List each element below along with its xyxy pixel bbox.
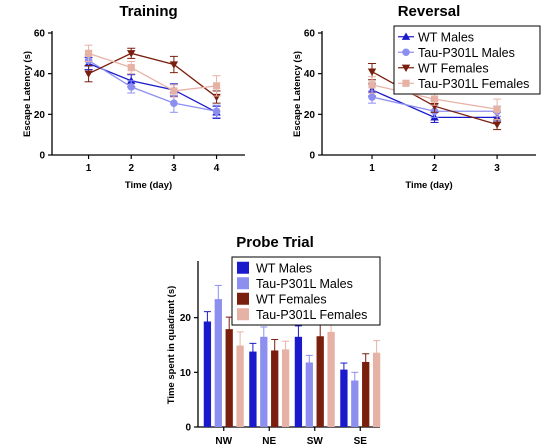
legend-label: Tau-P301L Females [256,308,367,322]
data-point [368,81,376,89]
bar [351,380,359,427]
x-tick-label: SW [307,436,324,445]
y-axis-label: Time spent in quadrant (s) [166,286,177,405]
chart-title: Training [119,3,177,20]
x-tick-label: 4 [214,163,220,174]
y-tick-label: 60 [304,29,316,40]
y-axis-label: Escape Latency (s) [22,51,33,137]
legend-label: Tau-P301L Females [418,77,529,91]
y-axis-label: Escape Latency (s) [292,51,303,137]
bar [281,349,290,427]
series-line [88,59,217,112]
bar [214,299,222,427]
y-tick-label: 0 [39,151,45,162]
data-point [127,50,136,58]
x-tick-label: 1 [369,163,375,174]
data-point [212,82,221,90]
data-point [127,83,136,91]
y-tick-label: 0 [185,423,191,434]
y-tick-label: 40 [304,69,316,80]
legend-label: WT Males [256,261,312,275]
x-tick-label: SE [354,436,368,445]
legend-label: Tau-P301L Males [256,277,353,291]
legend-marker [401,32,411,40]
legend-label: WT Females [256,292,327,306]
bar [236,345,244,427]
legend-label: WT Males [418,30,474,44]
chart-title: Probe Trial [236,234,314,251]
bar [260,336,268,427]
x-tick-label: 3 [171,163,177,174]
legend-swatch [237,277,249,290]
x-tick-label: 2 [432,163,438,174]
x-tick-label: 2 [128,163,134,174]
data-point [169,61,179,69]
data-point [170,87,178,95]
data-point [430,95,439,103]
chart-reversal: Reversal 0 20 40 60 1 2 3 Time (day) Escape Laten… [292,3,541,191]
legend-box [231,256,381,326]
y-tick-label: 20 [304,110,316,121]
legend-marker [402,48,410,57]
x-axis-label: Time (day) [405,180,452,191]
bar [271,350,279,427]
data-point [127,63,135,72]
y-tick-label: 20 [34,110,46,121]
legend-swatch [237,292,249,305]
data-point [212,107,221,116]
x-tick-label: NE [262,436,276,445]
bar [225,329,233,427]
legend-label: WT Females [418,61,489,75]
bar [249,351,257,427]
x-tick-label: 1 [86,163,92,174]
x-axis-label: Time (day) [125,180,172,191]
data-point [368,93,376,101]
legend-label: Tau-P301L Males [418,46,515,60]
bar [372,352,381,427]
data-point [170,99,178,107]
legend-marker [402,79,410,87]
series-line [88,52,217,98]
data-point [127,76,136,84]
data-point [84,49,93,57]
y-tick-label: 40 [34,69,46,80]
x-tick-label: NW [215,436,232,445]
bar [316,336,324,427]
legend-swatch [237,261,249,274]
bar [362,361,370,427]
chart-title: Reversal [398,3,461,20]
series-3 [84,44,221,98]
bar [340,369,348,427]
data-point [493,105,501,113]
legend-swatch [237,308,249,321]
bar [305,362,313,427]
y-tick-label: 60 [34,29,46,40]
y-tick-label: 20 [180,313,192,324]
y-tick-label: 10 [180,368,192,379]
x-tick-label: 3 [494,163,500,174]
y-tick-label: 0 [309,151,315,162]
data-point [492,121,502,129]
bar [203,321,212,427]
legend-marker [401,64,411,72]
data-point [367,68,377,76]
legend-box [393,25,541,95]
series-line [88,52,217,92]
series-line [88,62,217,113]
bar [294,336,303,427]
bar [327,331,335,427]
chart-training: Training 0 20 40 60 1 2 3 4 Time (day) Escape Late… [22,3,245,191]
data-point [84,70,93,78]
